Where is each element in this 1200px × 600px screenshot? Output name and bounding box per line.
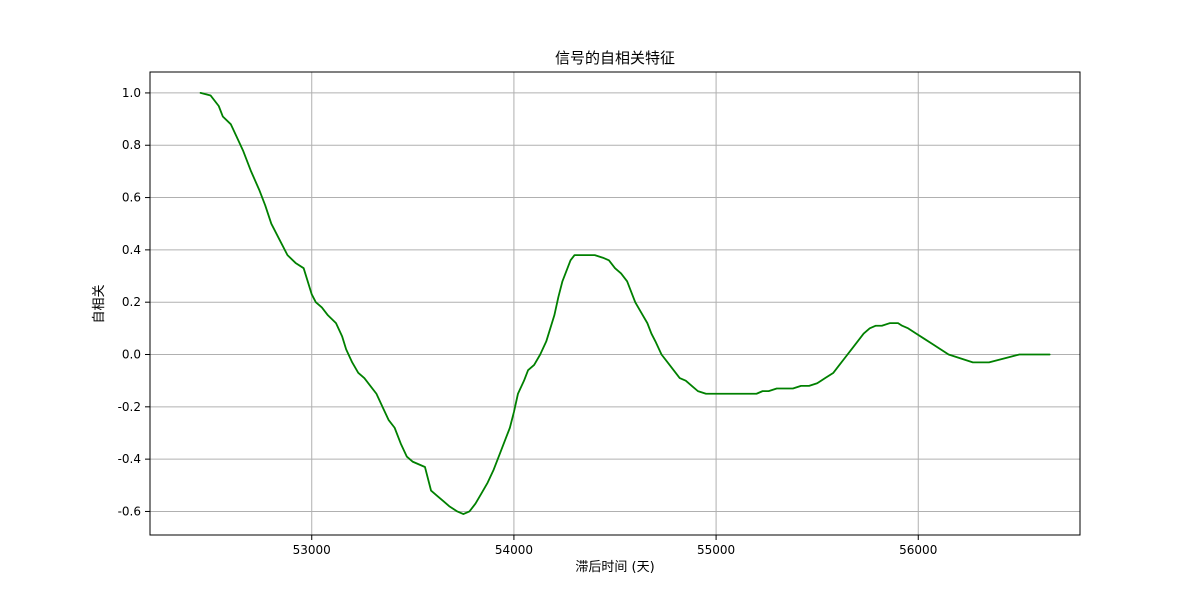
x-ticks-layer: 53000 54000 55000 56000	[293, 535, 937, 557]
x-tick-label: 53000	[293, 543, 331, 557]
y-tick-label: 0.2	[122, 295, 141, 309]
x-tick-label: 54000	[495, 543, 533, 557]
x-tick-label: 56000	[899, 543, 937, 557]
y-tick-label: 0.6	[122, 191, 141, 205]
y-tick-label: 1.0	[122, 86, 141, 100]
y-tick-label: 0.8	[122, 138, 141, 152]
series-line-0	[199, 92, 1051, 515]
x-axis-title: 滞后时间 (天)	[575, 560, 654, 575]
y-ticks-layer: -0.6 -0.4 -0.2 0.0 0.2 0.4 0.6 0.8 1.0	[118, 86, 150, 518]
y-tick-label: -0.4	[118, 452, 141, 466]
line-layer	[199, 92, 1051, 515]
grid-layer	[150, 72, 1080, 535]
y-tick-label: 0.0	[122, 348, 141, 362]
plot-frame	[149, 71, 1081, 536]
x-tick-label: 55000	[697, 543, 735, 557]
y-tick-label: -0.6	[118, 504, 141, 518]
y-tick-label: -0.2	[118, 400, 141, 414]
y-tick-label: 0.4	[122, 243, 141, 257]
chart-title: 信号的自相关特征	[555, 49, 675, 67]
y-axis-title: 自相关	[92, 284, 107, 323]
